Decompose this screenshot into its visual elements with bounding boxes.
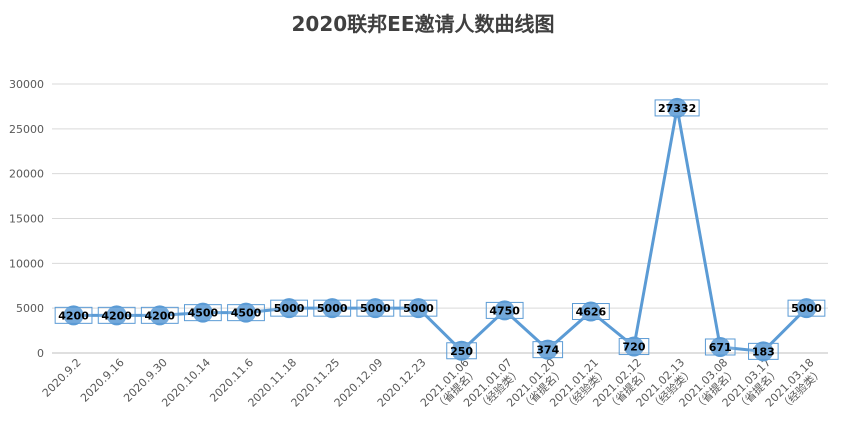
chart-title: 2020联邦EE邀请人数曲线图 — [291, 12, 555, 36]
data-point — [365, 298, 386, 319]
data-label-box — [356, 299, 395, 317]
data-label: 4500 — [231, 307, 262, 320]
data-label-box — [97, 306, 136, 324]
data-label-box — [654, 99, 700, 117]
data-label-box — [787, 299, 826, 317]
data-label-box — [183, 304, 222, 322]
data-point — [106, 305, 127, 326]
data-point — [753, 341, 774, 362]
y-tick-label: 20000 — [9, 168, 44, 181]
data-label-box — [748, 342, 779, 360]
data-point — [63, 305, 84, 326]
data-label: 5000 — [791, 302, 822, 315]
x-tick-label: 2020.9.16 — [78, 356, 127, 405]
y-tick-label: 5000 — [16, 302, 44, 315]
data-label: 4750 — [489, 304, 520, 317]
data-label: 183 — [752, 345, 775, 358]
y-tick-label: 25000 — [9, 123, 44, 136]
data-label-box — [485, 301, 524, 319]
data-label: 374 — [536, 344, 559, 357]
data-label: 5000 — [274, 302, 305, 315]
data-point — [149, 305, 170, 326]
data-label: 671 — [709, 341, 732, 354]
data-point — [624, 336, 644, 357]
data-label-box — [270, 299, 309, 317]
data-point — [710, 336, 731, 357]
data-label-box — [140, 306, 179, 324]
data-point — [236, 302, 256, 323]
data-point — [667, 97, 688, 118]
data-point — [580, 301, 601, 322]
data-point — [451, 340, 472, 361]
data-label-box — [227, 304, 265, 322]
data-label-box — [313, 299, 352, 317]
data-point — [192, 302, 213, 323]
data-label: 4626 — [576, 306, 607, 319]
y-tick-label: 30000 — [9, 78, 44, 91]
data-point — [796, 298, 817, 319]
y-tick-label: 10000 — [9, 257, 44, 270]
data-point — [408, 298, 429, 319]
data-label: 5000 — [403, 302, 434, 315]
data-label: 4200 — [101, 309, 132, 322]
data-label-box — [446, 342, 477, 360]
data-label: 4500 — [188, 307, 219, 320]
data-label: 720 — [623, 341, 646, 354]
data-label-box — [54, 306, 93, 324]
data-label: 250 — [450, 345, 473, 358]
data-label: 5000 — [317, 302, 348, 315]
data-label-box — [532, 341, 564, 359]
y-tick-label: 15000 — [9, 213, 44, 226]
data-label: 5000 — [360, 302, 391, 315]
data-point — [537, 339, 558, 360]
data-point — [279, 298, 300, 319]
x-tick-label: 2020.9.2 — [40, 356, 84, 400]
data-label-box — [704, 338, 736, 356]
data-label-box — [399, 299, 438, 317]
series-line — [73, 106, 808, 353]
data-point — [322, 298, 343, 319]
data-label-box — [571, 303, 610, 321]
data-label: 4200 — [144, 309, 175, 322]
data-label-box — [618, 338, 650, 356]
data-label: 27332 — [658, 102, 696, 115]
data-point — [494, 300, 515, 321]
y-tick-label: 0 — [37, 347, 44, 360]
data-label: 4200 — [58, 309, 89, 322]
